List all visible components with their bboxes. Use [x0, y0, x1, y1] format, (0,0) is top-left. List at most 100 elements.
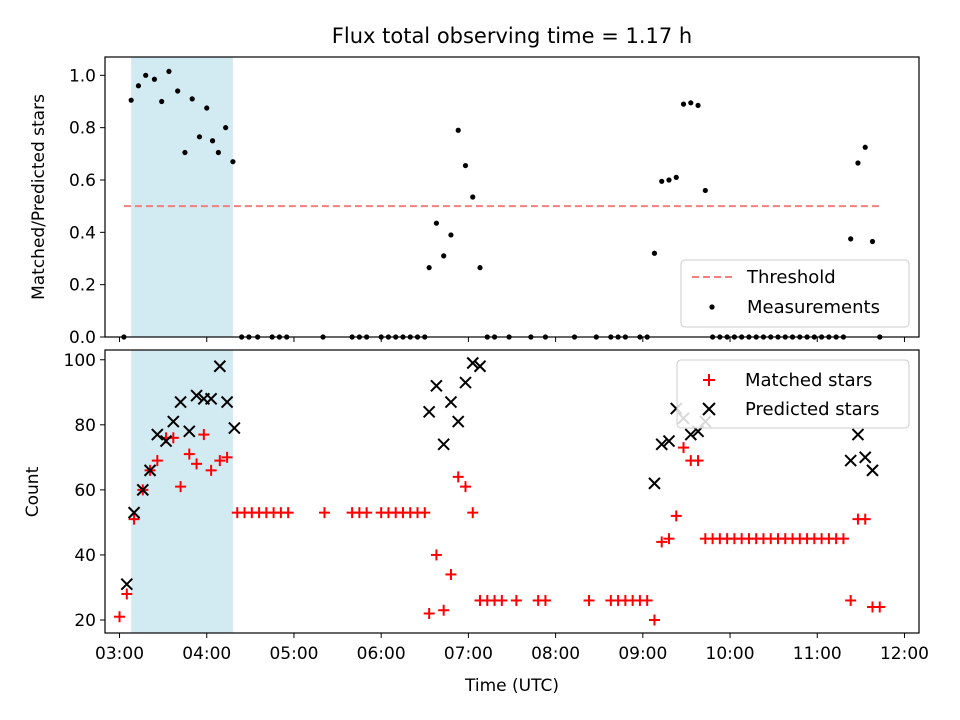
measurement-point [128, 97, 134, 103]
predicted-point [151, 428, 164, 441]
shaded-region [131, 57, 233, 337]
top-y-tick-label: 0.0 [69, 328, 96, 348]
top-y-tick-label: 0.6 [69, 171, 96, 191]
predicted-point [120, 577, 134, 591]
measurement-point [477, 265, 483, 271]
top-y-tick-label: 1.0 [69, 66, 96, 86]
predicted-point [183, 425, 196, 438]
matched-point [656, 536, 668, 548]
measurement-point [223, 125, 229, 131]
measurement-point [204, 105, 210, 111]
top-panel: 0.0 0.2 0.4 0.6 0.8 1.0 Matched/Predicted sta… [29, 56, 920, 348]
matched-point [459, 481, 471, 493]
predicted-point [228, 421, 241, 435]
predicted-point [127, 506, 141, 519]
matched-point [438, 604, 450, 616]
measurement-point [695, 102, 701, 109]
matched-point [430, 549, 442, 561]
matched-point [114, 611, 126, 623]
measurement-point [175, 88, 181, 94]
x-tick-label: 06:00 [357, 644, 406, 664]
predicted-point [190, 389, 203, 402]
measurement-point [673, 174, 679, 180]
bottom-y-tick-label: 100 [64, 351, 96, 371]
matched-point [205, 464, 217, 476]
measurement-point [666, 177, 672, 183]
matched-point [859, 513, 871, 525]
top-y-axis-label: Matched/Predicted stars [29, 94, 49, 300]
measurement-point [215, 149, 221, 156]
predicted-point [684, 428, 697, 441]
top-legend-box [680, 259, 910, 328]
matched-point [419, 507, 431, 519]
matched-point [121, 588, 133, 600]
measurement-point [651, 250, 658, 256]
matched-point [128, 513, 140, 525]
matched-point [214, 455, 226, 467]
measurement-point [209, 138, 216, 144]
matched-point [670, 510, 682, 522]
measurement-point [862, 144, 868, 150]
matched-point [678, 442, 690, 454]
matched-point [539, 594, 551, 606]
x-tick-label: 05:00 [269, 644, 318, 664]
x-tick-label: 12:00 [880, 644, 929, 664]
measurement-point [189, 96, 195, 102]
matched-point [221, 451, 233, 463]
matched-point [175, 481, 187, 493]
predicted-point [136, 483, 149, 497]
bottom-legend-box [676, 359, 910, 429]
predicted-point [143, 464, 157, 477]
measurement-point [182, 149, 188, 156]
matched-point [191, 458, 203, 470]
legend-measurements-swatch [709, 304, 715, 310]
measurement-point [441, 253, 447, 259]
predicted-point [655, 438, 668, 451]
matched-point [837, 533, 849, 545]
top-axes-frame [104, 56, 920, 338]
bottom-y-tick-label: 60 [74, 481, 96, 501]
legend-threshold-label: Threshold [746, 267, 836, 288]
top-y-tick-label: 0.2 [69, 276, 96, 296]
matched-point [692, 455, 704, 467]
measurement-point [659, 178, 665, 184]
predicted-point [466, 356, 479, 370]
matched-point [361, 507, 373, 519]
shaded-region [131, 350, 233, 633]
x-tick-label: 07:00 [444, 644, 493, 664]
matched-point [648, 614, 660, 626]
predicted-point [213, 360, 227, 373]
matched-point [452, 471, 464, 483]
measurement-point [196, 134, 203, 140]
legend-predicted-swatch [702, 402, 716, 416]
bottom-legend: Matched stars Predicted stars [676, 359, 910, 429]
measurement-point [166, 68, 172, 74]
measurement-point [855, 160, 861, 166]
matched-point [151, 455, 163, 467]
predicted-point [662, 434, 676, 448]
matched-point [282, 507, 294, 519]
measurement-point [462, 162, 469, 169]
measurement-point [680, 101, 687, 107]
bottom-y-tick-label: 80 [74, 416, 96, 436]
x-tick-label: 10:00 [706, 644, 755, 664]
predicted-point [459, 376, 472, 389]
bottom-axes-frame [104, 349, 920, 634]
measurement-point [448, 232, 454, 238]
x-tick-label: 04:00 [182, 644, 231, 664]
matched-point [467, 507, 479, 519]
top-y-tick-label: 0.8 [69, 119, 96, 139]
measurement-point [151, 76, 158, 82]
measurement-point [455, 127, 461, 133]
predicted-point [220, 395, 234, 409]
predicted-point [159, 434, 173, 448]
matched-point [663, 533, 675, 545]
predicted-point [167, 415, 180, 428]
measurement-point [143, 72, 149, 78]
predicted-point [174, 395, 187, 409]
bottom-panel: 20 40 60 80 100 03:00 04:00 05:00 06:00 07:00 08:… [23, 349, 929, 696]
measurement-point [159, 98, 165, 105]
predicted-point [866, 464, 879, 477]
matched-point [496, 594, 508, 606]
